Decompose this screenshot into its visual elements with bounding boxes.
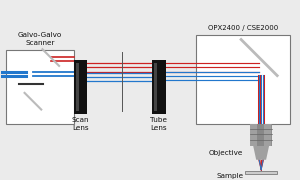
Bar [264,124,271,146]
Text: Galvo-Galvo
Scanner: Galvo-Galvo Scanner [18,32,62,46]
Bar [250,124,257,146]
Bar [196,35,290,124]
Bar [250,124,272,146]
Text: OPX2400 / CSE2000: OPX2400 / CSE2000 [208,25,278,31]
Bar [152,60,166,114]
Bar [245,171,277,174]
Bar [6,50,74,124]
Bar [74,60,88,114]
Bar [257,124,264,146]
Text: Tube
Lens: Tube Lens [150,117,167,131]
Text: Sample: Sample [216,173,243,179]
Text: Scan
Lens: Scan Lens [72,117,89,131]
Text: Objective: Objective [209,150,243,156]
Polygon shape [253,146,269,160]
Bar [76,62,79,111]
Bar [154,62,157,111]
